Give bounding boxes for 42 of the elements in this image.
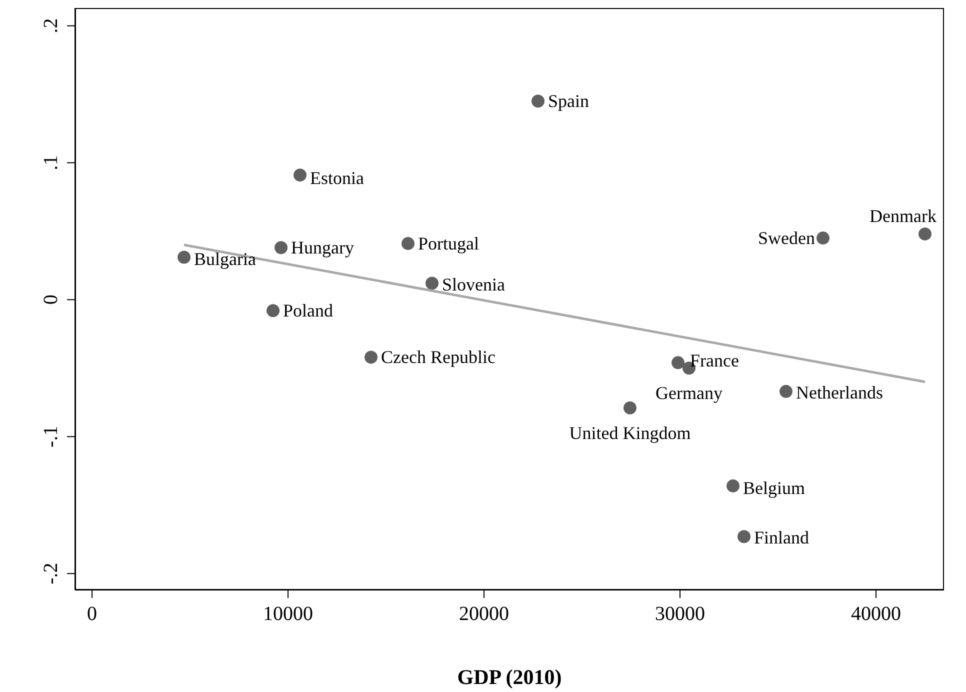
- point: [266, 304, 280, 318]
- point: [918, 227, 932, 240]
- point: [779, 384, 792, 398]
- annotation: Denmark: [869, 206, 936, 226]
- annotation: Spain: [548, 91, 590, 112]
- y-tick-label: .1: [40, 155, 62, 170]
- point: [364, 350, 378, 364]
- y-tick-label: .2: [40, 18, 62, 34]
- annotation: France: [690, 350, 739, 371]
- x-axis-title: GDP (2010): [457, 665, 562, 689]
- annotation: Germany: [656, 383, 722, 404]
- y-tick-label: -.1: [40, 426, 62, 448]
- x-tick-label: 30000: [655, 603, 706, 625]
- x-tick-label: 20000: [459, 603, 510, 625]
- y-tick-label: -.2: [40, 562, 62, 584]
- y-tick-label: 0: [40, 294, 62, 305]
- x-tick-label: 40000: [850, 603, 901, 625]
- point: [274, 241, 288, 254]
- annotation: Portugal: [418, 234, 480, 254]
- point: [426, 276, 439, 290]
- annotation: Netherlands: [796, 382, 883, 402]
- annotation: Poland: [283, 300, 334, 321]
- annotation: Belgium: [743, 478, 805, 498]
- point: [816, 232, 830, 245]
- point: [402, 237, 415, 250]
- point: [737, 530, 750, 544]
- x-tick-label: 10000: [263, 603, 314, 625]
- annotation: Slovenia: [442, 274, 506, 294]
- annotation: Hungary: [291, 238, 354, 258]
- annotation: Sweden: [758, 228, 815, 248]
- point: [532, 94, 545, 108]
- annotation: Finland: [754, 528, 810, 548]
- annotation: United Kingdom: [569, 422, 691, 443]
- point: [178, 250, 191, 264]
- point: [726, 479, 740, 492]
- annotation: Czech Republic: [381, 347, 496, 368]
- point: [672, 356, 685, 370]
- point: [294, 168, 307, 182]
- annotation: Estonia: [310, 168, 364, 188]
- annotation: Bulgaria: [194, 249, 256, 270]
- point: [624, 401, 637, 414]
- x-tick-label: 0: [87, 603, 98, 625]
